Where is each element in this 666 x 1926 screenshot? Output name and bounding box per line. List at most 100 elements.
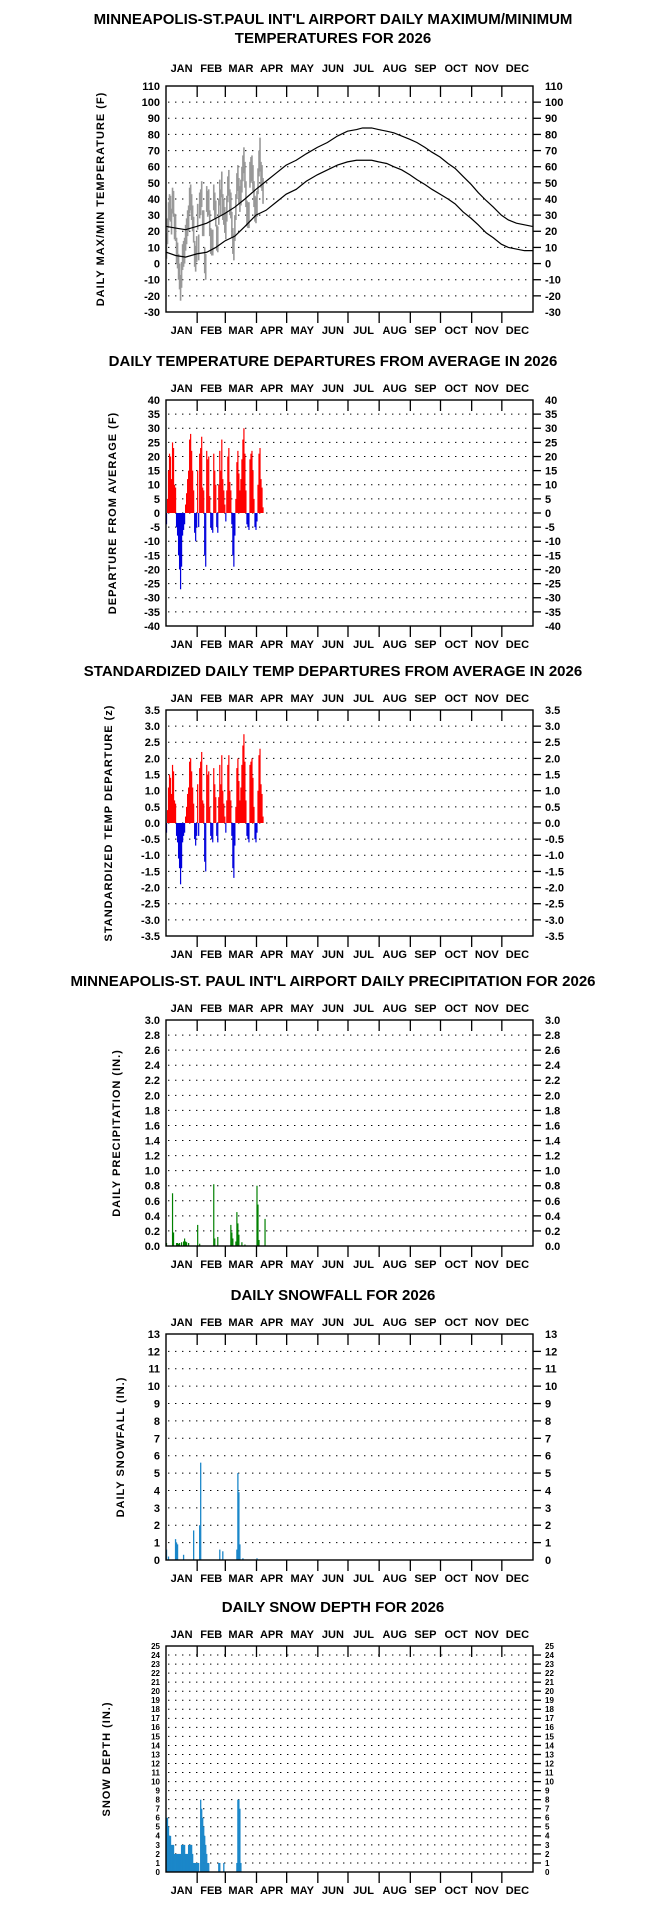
month-label-top: JUN xyxy=(322,693,344,705)
month-label-top: AUG xyxy=(383,1317,407,1329)
y-tick-label-right: 17 xyxy=(545,1714,554,1723)
y-tick-label-left: 19 xyxy=(151,1696,160,1705)
y-tick-label-left: 4 xyxy=(156,1832,161,1841)
y-tick-label-left: 25 xyxy=(151,1642,160,1651)
month-label-top: JUL xyxy=(353,1629,374,1641)
month-label-top: JUN xyxy=(322,1629,344,1641)
y-tick-label-right: 110 xyxy=(545,81,563,93)
y-tick-label-right: 11 xyxy=(545,1364,557,1376)
y-tick-label-left: 2 xyxy=(154,1520,160,1532)
month-label-bottom: SEP xyxy=(414,325,436,337)
title-line-1: MINNEAPOLIS-ST.PAUL INT'L AIRPORT DAILY … xyxy=(93,11,573,28)
y-tick-labels: -40 -40 -35 -35 -30 -30 -25 -25 -20 -20 -15 -15 -10 -… xyxy=(144,395,561,633)
y-tick-label-right: -2.0 xyxy=(545,883,564,895)
month-label-bottom: NOV xyxy=(475,325,500,337)
y-tick-label-right: 2.0 xyxy=(545,753,560,765)
y-tick-label-left: -2.0 xyxy=(141,883,160,895)
y-tick-label-left: 25 xyxy=(148,437,160,449)
y-tick-label-left: 1.4 xyxy=(145,1135,161,1147)
month-labels: JAN JAN FEB FEB MAR MAR APR APR MAY MAY JUN JUN JUL J… xyxy=(171,383,530,651)
y-tick-label-right: 20 xyxy=(545,451,557,463)
gridlines xyxy=(168,1654,541,1864)
title-line-2: TEMPERATURES FOR 2026 xyxy=(234,30,432,47)
month-label-top: AUG xyxy=(383,1629,407,1641)
chart-title-standardized-departures: STANDARDIZED DAILY TEMP DEPARTURES FROM … xyxy=(83,663,583,680)
y-tick-label-left: 3.0 xyxy=(145,721,160,733)
month-label-top: MAR xyxy=(228,383,253,395)
y-tick-label-left: 0.6 xyxy=(145,1196,160,1208)
month-label-bottom: OCT xyxy=(444,325,468,337)
y-tick-label-right: 13 xyxy=(545,1329,557,1341)
chart-title-snow-depth: DAILY SNOW DEPTH FOR 2026 xyxy=(221,1599,445,1616)
y-tick-label-left: 1.0 xyxy=(145,1166,160,1178)
y-tick-label-left: 13 xyxy=(148,1329,160,1341)
month-labels: JAN JAN FEB FEB MAR MAR APR APR MAY MAY JUN JUN JUL J… xyxy=(171,63,530,337)
month-label-bottom: APR xyxy=(260,1259,283,1271)
y-tick-label-left: 18 xyxy=(151,1705,160,1714)
month-label-bottom: JAN xyxy=(171,1573,193,1585)
y-tick-label-right: 80 xyxy=(545,129,557,141)
y-tick-label-left: -0.5 xyxy=(141,834,160,846)
chart-title-snowfall: DAILY SNOWFALL FOR 2026 xyxy=(230,1287,436,1304)
y-tick-label-right: 3 xyxy=(545,1503,551,1515)
month-label-bottom: DEC xyxy=(506,1573,529,1585)
month-label-top: OCT xyxy=(444,1003,468,1015)
month-label-top: SEP xyxy=(414,63,436,75)
month-label-bottom: AUG xyxy=(383,1573,407,1585)
y-tick-label-left: 10 xyxy=(148,480,160,492)
y-tick-label-right: 25 xyxy=(545,1642,554,1651)
y-tick-label-left: 12 xyxy=(151,1759,160,1768)
month-label-top: FEB xyxy=(200,1629,222,1641)
y-tick-label-right: 21 xyxy=(545,1678,554,1687)
y-tick-label-right: 100 xyxy=(545,97,563,109)
month-label-bottom: MAR xyxy=(228,325,253,337)
y-tick-label-right: 0 xyxy=(545,1868,550,1877)
month-label-bottom: MAR xyxy=(228,1573,253,1585)
y-tick-label-left: 14 xyxy=(151,1741,160,1750)
y-tick-label-left: 12 xyxy=(148,1346,160,1358)
y-tick-label-left: 40 xyxy=(148,194,160,206)
month-label-top: MAY xyxy=(291,63,315,75)
y-tick-label-left: 4 xyxy=(154,1485,161,1497)
month-label-bottom: JUL xyxy=(353,325,374,337)
month-label-top: OCT xyxy=(444,693,468,705)
y-tick-label-left: 2.4 xyxy=(145,1060,161,1072)
month-label-bottom: JUL xyxy=(353,1885,374,1897)
month-label-top: JAN xyxy=(171,1003,193,1015)
month-label-top: OCT xyxy=(444,1317,468,1329)
y-tick-label-right: 40 xyxy=(545,194,557,206)
y-tick-label-left: -10 xyxy=(144,536,160,548)
y-tick-labels: -3.5 -3.5 -3.0 -3.0 -2.5 -2.5 -2.0 -2.0 -1.5 -1.5… xyxy=(141,705,564,943)
month-label-top: DEC xyxy=(506,383,529,395)
month-label-bottom: JUN xyxy=(322,639,344,651)
month-label-top: NOV xyxy=(475,693,500,705)
month-ticks xyxy=(196,710,503,947)
y-tick-label-left: 2.6 xyxy=(145,1045,160,1057)
month-label-bottom: JUN xyxy=(322,1259,344,1271)
y-tick-label-right: 13 xyxy=(545,1750,554,1759)
month-label-top: FEB xyxy=(200,1003,222,1015)
month-label-bottom: SEP xyxy=(414,639,436,651)
y-tick-label-right: 19 xyxy=(545,1696,554,1705)
month-label-bottom: SEP xyxy=(414,1259,436,1271)
y-tick-label-left: 15 xyxy=(148,466,160,478)
month-label-bottom: MAY xyxy=(291,1573,315,1585)
month-ticks xyxy=(196,400,503,637)
month-label-bottom: JUL xyxy=(353,949,374,961)
month-label-bottom: JUN xyxy=(322,325,344,337)
y-tick-label-left: -1.0 xyxy=(141,850,160,862)
y-tick-label-left: 1.5 xyxy=(145,770,160,782)
y-tick-label-left: -2.5 xyxy=(141,899,160,911)
month-label-top: APR xyxy=(260,63,283,75)
month-label-bottom: OCT xyxy=(444,639,468,651)
month-label-top: MAR xyxy=(228,1003,253,1015)
month-label-top: JAN xyxy=(171,693,193,705)
month-label-bottom: JUL xyxy=(353,1573,374,1585)
y-tick-label-left: 2.8 xyxy=(145,1030,160,1042)
y-tick-label-right: 18 xyxy=(545,1705,554,1714)
y-tick-label-right: -10 xyxy=(545,536,561,548)
y-tick-label-left: 11 xyxy=(152,1768,161,1777)
month-label-bottom: JUN xyxy=(322,1885,344,1897)
chart-title-precipitation: MINNEAPOLIS-ST. PAUL INT'L AIRPORT DAILY… xyxy=(70,973,596,990)
y-tick-label-right: 6 xyxy=(545,1451,551,1463)
